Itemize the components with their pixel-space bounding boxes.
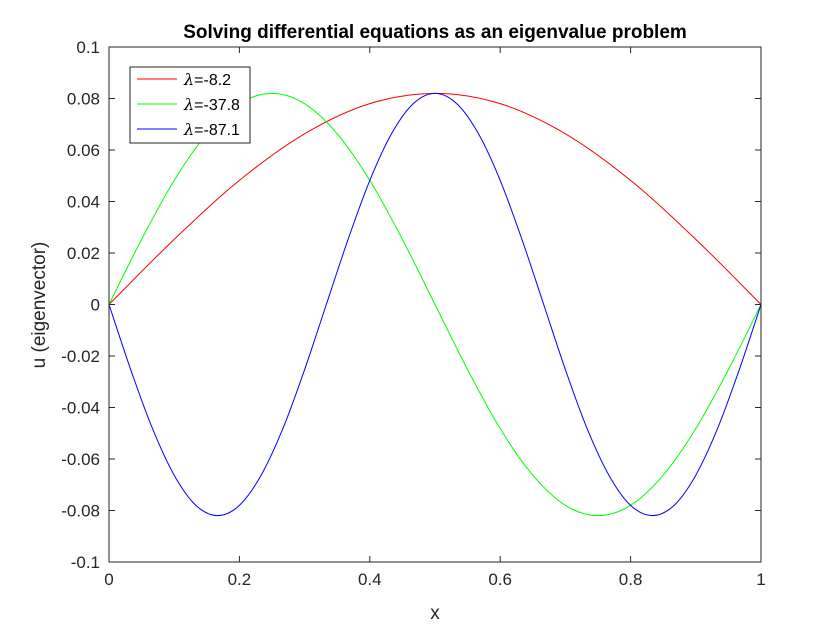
y-tick-label: -0.1 xyxy=(71,553,100,572)
y-axis-label: u (eigenvector) xyxy=(29,242,50,369)
legend-label-1: λ=-37.8 xyxy=(183,95,240,114)
y-tick-label: 0.02 xyxy=(67,244,100,263)
legend-label-2: λ=-87.1 xyxy=(183,120,240,139)
y-tick-label: 0 xyxy=(91,296,100,315)
y-tick-label: -0.04 xyxy=(61,399,100,418)
x-tick-label: 0 xyxy=(104,570,113,589)
x-tick-label: 0.8 xyxy=(619,570,643,589)
x-tick-label: 1 xyxy=(756,570,765,589)
legend: λ=-8.2 λ=-37.8 λ=-87.1 xyxy=(129,66,251,144)
series-line-2 xyxy=(108,92,762,517)
y-tick-label: -0.08 xyxy=(61,502,100,521)
x-tick-label: 0.6 xyxy=(488,570,512,589)
x-tick-label: 0.2 xyxy=(228,570,252,589)
y-tick-label: -0.06 xyxy=(61,450,100,469)
legend-label-0: λ=-8.2 xyxy=(183,70,231,89)
ticks-layer: 0 0.2 0.4 0.6 0.8 1 -0.1 -0.08 -0.06 -0.04 -0.02 0 0… xyxy=(61,38,765,589)
x-tick-label: 0.4 xyxy=(358,570,382,589)
y-tick-label: 0.08 xyxy=(67,90,100,109)
legend-box xyxy=(129,66,251,144)
y-tick-label: 0.1 xyxy=(76,38,100,57)
y-tick-label: 0.04 xyxy=(67,193,100,212)
chart-title: Solving differential equations as an eig… xyxy=(183,22,687,43)
y-tick-label: 0.06 xyxy=(67,141,100,160)
y-tick-label: -0.02 xyxy=(61,347,100,366)
x-axis-label: x xyxy=(430,603,440,624)
